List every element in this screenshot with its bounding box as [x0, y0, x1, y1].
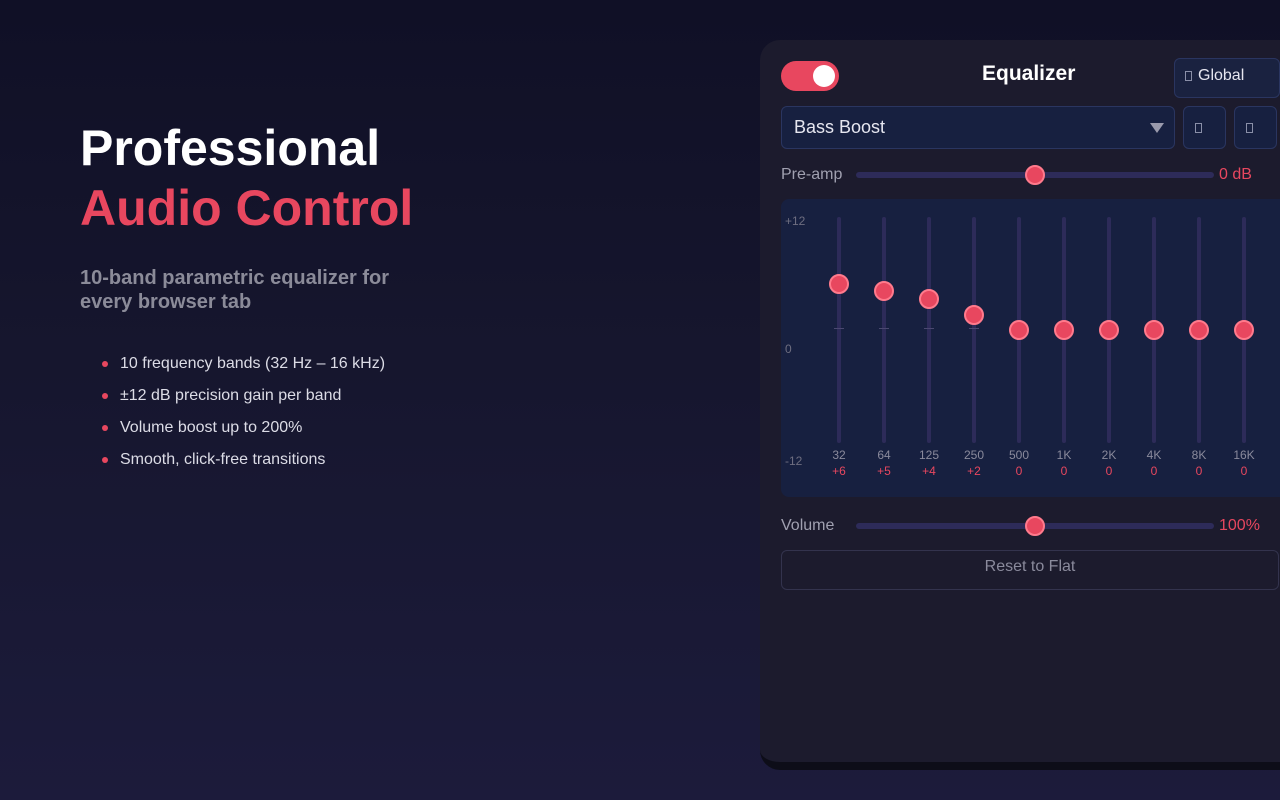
- band-frequency-label: 64: [877, 448, 891, 462]
- feature-text: Volume boost up to 200%: [120, 419, 303, 436]
- hero-section: Professional Audio Control 10-band param…: [80, 118, 640, 482]
- eq-band-32: 32 +6: [817, 199, 861, 497]
- chevron-down-icon: [1150, 123, 1164, 133]
- hero-subtitle: 10-band parametric equalizer for every b…: [80, 267, 389, 313]
- preamp-thumb[interactable]: [1025, 165, 1045, 185]
- band-gain-label: +5: [877, 464, 891, 478]
- band-slider-track[interactable]: [972, 217, 976, 443]
- band-slider-knob[interactable]: [964, 304, 984, 325]
- delete-preset-button[interactable]: [1234, 106, 1277, 149]
- eq-band-8K: 8K 0: [1177, 199, 1221, 497]
- band-frequency-label: 16K: [1233, 448, 1255, 462]
- zero-mark: [879, 328, 889, 329]
- band-gain-label: 0: [1150, 464, 1158, 478]
- trash-icon: [1246, 123, 1253, 133]
- band-slider-knob[interactable]: [1099, 320, 1119, 340]
- band-slider-knob[interactable]: [829, 273, 849, 294]
- preset-select[interactable]: Bass Boost: [781, 106, 1175, 149]
- feature-item: ±12 dB precision gain per band: [102, 386, 640, 406]
- eq-band-2K: 2K 0: [1087, 199, 1131, 497]
- volume-label: Volume: [781, 517, 835, 534]
- band-slider-track[interactable]: [882, 217, 886, 443]
- eq-band-500: 500 0: [997, 199, 1041, 497]
- band-frequency-label: 2K: [1101, 448, 1117, 462]
- band-slider-track[interactable]: [837, 217, 841, 443]
- band-gain-label: 0: [1240, 464, 1248, 478]
- zero-mark: [924, 328, 934, 329]
- eq-band-1K: 1K 0: [1042, 199, 1086, 497]
- power-toggle[interactable]: [781, 61, 839, 91]
- band-frequency-label: 250: [963, 448, 985, 462]
- zero-mark: [969, 328, 979, 329]
- band-frequency-label: 500: [1008, 448, 1030, 462]
- scope-button[interactable]: Global: [1174, 58, 1280, 98]
- popup-title: Equalizer: [982, 62, 1076, 85]
- eq-band-64: 64 +5: [862, 199, 906, 497]
- band-gain-label: +6: [832, 464, 846, 478]
- band-slider-knob[interactable]: [1009, 320, 1029, 340]
- toggle-knob: [813, 65, 835, 87]
- eq-band-4K: 4K 0: [1132, 199, 1176, 497]
- band-gain-label: 0: [1105, 464, 1113, 478]
- preamp-slider[interactable]: [856, 165, 1214, 185]
- volume-value: 100%: [1219, 517, 1260, 534]
- save-preset-button[interactable]: [1183, 106, 1226, 149]
- preamp-value: 0 dB: [1219, 166, 1252, 183]
- feature-text: 10 frequency bands (32 Hz – 16 kHz): [120, 355, 386, 372]
- band-gain-label: 0: [1060, 464, 1068, 478]
- band-slider-knob[interactable]: [1054, 320, 1074, 340]
- hero-title: Professional Audio Control: [80, 118, 640, 238]
- band-slider-knob[interactable]: [1234, 320, 1254, 340]
- scale-min-label: -12: [785, 454, 803, 468]
- band-gain-label: 0: [1015, 464, 1023, 478]
- feature-list: 10 frequency bands (32 Hz – 16 kHz) ±12 …: [102, 354, 640, 470]
- preamp-row: Pre-amp 0 dB: [781, 164, 1261, 188]
- band-gain-label: +4: [922, 464, 936, 478]
- band-gain-label: 0: [1195, 464, 1203, 478]
- bullet-icon: [102, 425, 108, 431]
- preamp-label: Pre-amp: [781, 166, 843, 183]
- globe-icon: [1185, 71, 1192, 81]
- feature-item: 10 frequency bands (32 Hz – 16 kHz): [102, 354, 640, 374]
- reset-button[interactable]: Reset to Flat: [781, 550, 1279, 590]
- bullet-icon: [102, 393, 108, 399]
- preset-value: Bass Boost: [794, 117, 886, 137]
- feature-item: Smooth, click-free transitions: [102, 450, 640, 470]
- band-slider-knob[interactable]: [919, 289, 939, 310]
- band-frequency-label: 4K: [1146, 448, 1162, 462]
- hero-title-line1: Professional: [80, 120, 381, 176]
- band-frequency-label: 1K: [1056, 448, 1072, 462]
- band-frequency-label: 8K: [1191, 448, 1207, 462]
- scope-label: Global: [1198, 67, 1245, 84]
- feature-text: Smooth, click-free transitions: [120, 451, 326, 468]
- band-frequency-label: 125: [918, 448, 940, 462]
- eq-band-125: 125 +4: [907, 199, 951, 497]
- hero-title-line2: Audio Control: [80, 180, 414, 236]
- bullet-icon: [102, 361, 108, 367]
- bullet-icon: [102, 457, 108, 463]
- scale-max-label: +12: [785, 214, 806, 228]
- eq-panel: +12 0 -12 32 +6 64 +5 125 +4 250 +2 500 0 1K 0 2K 0 4K…: [781, 199, 1280, 497]
- zero-mark: [834, 328, 844, 329]
- volume-row: Volume 100%: [781, 515, 1261, 539]
- equalizer-popup: Equalizer Global Bass Boost Pre-amp 0 dB…: [760, 40, 1280, 770]
- band-gain-label: +2: [967, 464, 981, 478]
- volume-thumb[interactable]: [1025, 516, 1045, 536]
- band-slider-knob[interactable]: [1189, 320, 1209, 340]
- save-icon: [1195, 123, 1202, 133]
- band-slider-knob[interactable]: [874, 281, 894, 302]
- eq-band-16K: 16K 0: [1222, 199, 1266, 497]
- volume-slider[interactable]: [856, 516, 1214, 536]
- band-frequency-label: 32: [832, 448, 846, 462]
- band-slider-knob[interactable]: [1144, 320, 1164, 340]
- feature-text: ±12 dB precision gain per band: [120, 387, 342, 404]
- eq-band-250: 250 +2: [952, 199, 996, 497]
- scale-zero-label: 0: [785, 342, 792, 356]
- band-slider-track[interactable]: [927, 217, 931, 443]
- feature-item: Volume boost up to 200%: [102, 418, 640, 438]
